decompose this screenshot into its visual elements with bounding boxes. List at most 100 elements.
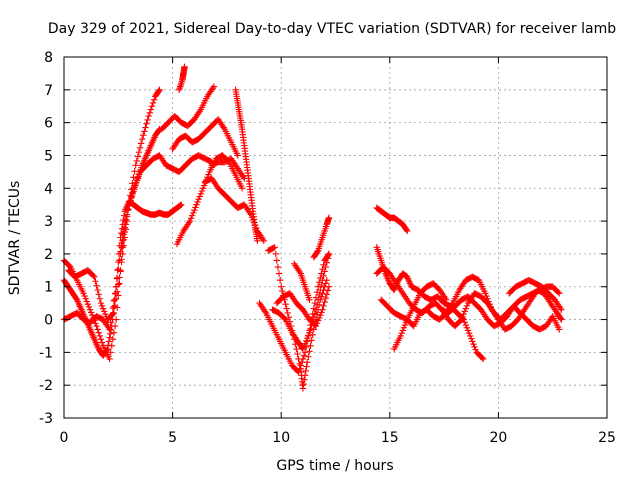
point-s2-23 (85, 303, 93, 311)
point-s2-82 (149, 99, 157, 107)
point-s20-102 (466, 332, 474, 340)
point-s4-33 (100, 308, 108, 315)
point-s4-47 (116, 274, 123, 281)
point-s20-99 (463, 324, 471, 331)
point-s5-2 (119, 237, 126, 244)
point-s14-36 (306, 329, 313, 336)
point-s15-18 (284, 309, 291, 317)
point-s5-7 (124, 206, 132, 214)
point-s14-54 (325, 250, 333, 258)
point-s9-60 (238, 185, 246, 192)
point-s15-54 (317, 296, 324, 304)
point-s22-97 (483, 292, 490, 300)
point-s6-48 (210, 83, 218, 90)
point-s23-8 (399, 327, 407, 334)
point-s9-22 (197, 190, 205, 197)
point-s20-103 (468, 335, 475, 342)
point-s14-11 (281, 315, 288, 322)
point-s15-47 (309, 331, 316, 339)
grid-layer (64, 57, 607, 418)
point-s16-44 (321, 298, 328, 306)
point-s2-90 (156, 86, 163, 94)
point-s9-12 (186, 217, 194, 225)
point-s15-43 (305, 353, 312, 360)
point-s4-46 (115, 281, 122, 288)
point-s2-35 (98, 339, 106, 346)
series-s15 (264, 244, 331, 392)
point-s25-48 (558, 306, 565, 313)
point-s15-29 (296, 360, 303, 368)
series-s18 (291, 260, 313, 304)
point-s24-23 (463, 302, 471, 310)
point-s5-4 (121, 224, 129, 231)
point-s15-9 (274, 263, 282, 271)
axis-layer: 0 5 10 15 20 25 -3 -2 -1 0 1 2 3 4 5 6 7 8 (39, 50, 616, 446)
point-s5-13 (131, 182, 138, 189)
point-s15-28 (295, 355, 302, 363)
point-s15-37 (300, 380, 307, 388)
point-s13-41 (300, 352, 308, 359)
point-s20-114 (479, 355, 487, 363)
point-s20-100 (464, 327, 472, 334)
point-s15-17 (283, 305, 290, 312)
point-s13-54 (314, 283, 322, 290)
x-tick-label-1: 5 (168, 430, 177, 446)
point-s2-73 (140, 132, 147, 139)
point-s5-14 (132, 179, 139, 187)
point-s2-76 (143, 120, 150, 127)
point-s4-32 (99, 305, 107, 312)
y-tick-label-0: -3 (39, 411, 53, 427)
point-s24-17 (457, 317, 464, 324)
plot-frame (63, 56, 608, 419)
point-s16-36 (312, 322, 320, 330)
point-s2-81 (148, 103, 156, 110)
point-s2-68 (134, 153, 142, 160)
point-s14-53 (324, 255, 332, 262)
point-s4-27 (94, 286, 101, 294)
point-s11-60 (254, 237, 261, 244)
point-s19-42 (403, 227, 411, 235)
point-s15-7 (272, 250, 279, 258)
point-s9-29 (205, 171, 212, 178)
point-s2-89 (155, 87, 163, 95)
point-s4-25 (92, 278, 99, 285)
point-s9-25 (200, 182, 208, 189)
point-s1-64 (107, 330, 114, 337)
point-s9-24 (199, 185, 207, 192)
point-s2-79 (146, 109, 153, 116)
point-s15-11 (276, 276, 284, 284)
point-s15-25 (292, 340, 299, 348)
point-s24-21 (461, 308, 468, 315)
point-s4-41 (109, 310, 117, 318)
point-s2-80 (147, 106, 155, 113)
point-s21-167 (554, 288, 562, 296)
point-s2-22 (84, 301, 92, 308)
point-s2-25 (87, 309, 95, 316)
point-s15-55 (318, 293, 325, 300)
point-s2-44 (108, 342, 115, 349)
point-s2-30 (93, 322, 100, 330)
point-s4-34 (102, 310, 109, 318)
point-s15-13 (279, 287, 286, 295)
series-s11 (232, 86, 261, 244)
point-s2-46 (110, 329, 118, 336)
point-s19-41 (403, 226, 410, 234)
point-s1-83 (120, 212, 128, 219)
point-s2-24 (86, 306, 94, 313)
point-s5-1 (118, 244, 125, 251)
point-s22-96 (482, 290, 489, 297)
point-s16-38 (314, 317, 322, 324)
point-s3-43 (107, 319, 114, 326)
point-s9-16 (191, 206, 198, 214)
point-s7-18 (181, 63, 188, 71)
point-s15-24 (291, 336, 298, 343)
y-tick-label-9: 6 (44, 116, 53, 132)
point-s23-48 (443, 296, 450, 304)
point-s14-52 (323, 259, 331, 266)
point-s5-11 (129, 189, 136, 196)
point-s24-22 (462, 305, 470, 312)
point-s12-30 (241, 175, 248, 182)
point-s4-28 (95, 291, 102, 298)
